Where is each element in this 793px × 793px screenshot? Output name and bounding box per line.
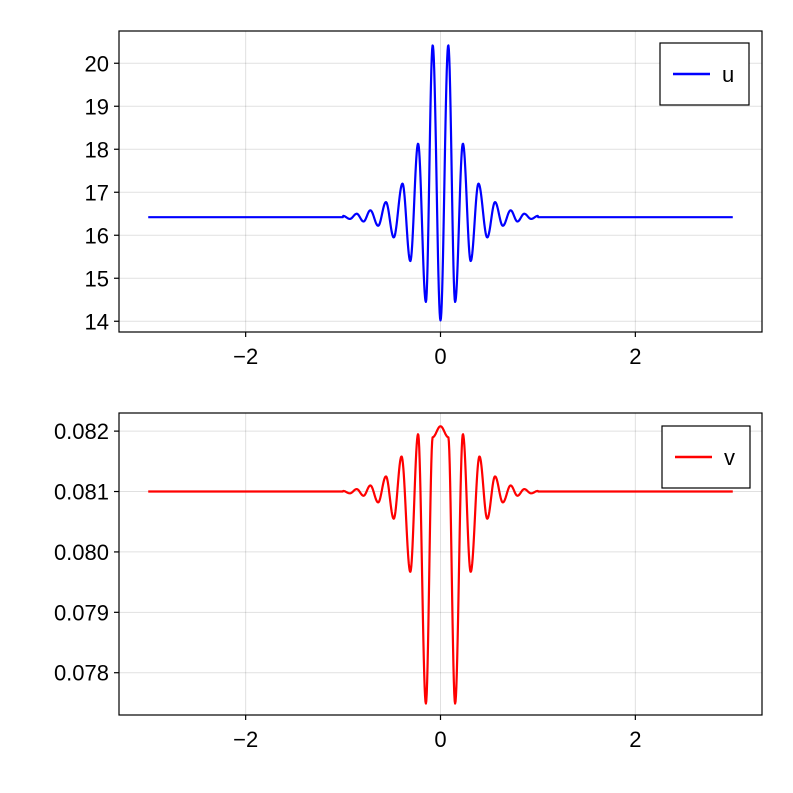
y-tick-label: 16 — [85, 223, 109, 248]
legend: v — [661, 425, 751, 489]
series-line-v — [147, 425, 734, 705]
x-tick-label: 2 — [629, 727, 641, 752]
y-tick-label: 20 — [85, 51, 109, 76]
panel-bottom: −2 0 2 0.078 0.079 0.080 0.081 0.082 v — [54, 412, 763, 752]
y-tick-label: 17 — [85, 180, 109, 205]
legend-label: v — [724, 445, 735, 470]
y-tick-label: 19 — [85, 94, 109, 119]
y-tick-label: 0.078 — [54, 661, 109, 686]
panel-top: −2 0 2 14 15 16 17 18 19 20 u — [85, 30, 763, 369]
legend: u — [659, 42, 750, 106]
legend-label: u — [722, 62, 734, 87]
x-tick-label: 0 — [434, 727, 446, 752]
x-tick-label: −2 — [233, 344, 258, 369]
y-tick-label: 14 — [85, 309, 109, 334]
y-tick-label: 0.080 — [54, 540, 109, 565]
x-tick-label: 0 — [434, 344, 446, 369]
series-line-u — [147, 44, 734, 322]
y-tick-label: 15 — [85, 266, 109, 291]
y-tick-label: 18 — [85, 137, 109, 162]
y-tick-label: 0.079 — [54, 600, 109, 625]
y-tick-label: 0.082 — [54, 419, 109, 444]
x-tick-label: 2 — [629, 344, 641, 369]
x-tick-label: −2 — [233, 727, 258, 752]
y-tick-label: 0.081 — [54, 480, 109, 505]
